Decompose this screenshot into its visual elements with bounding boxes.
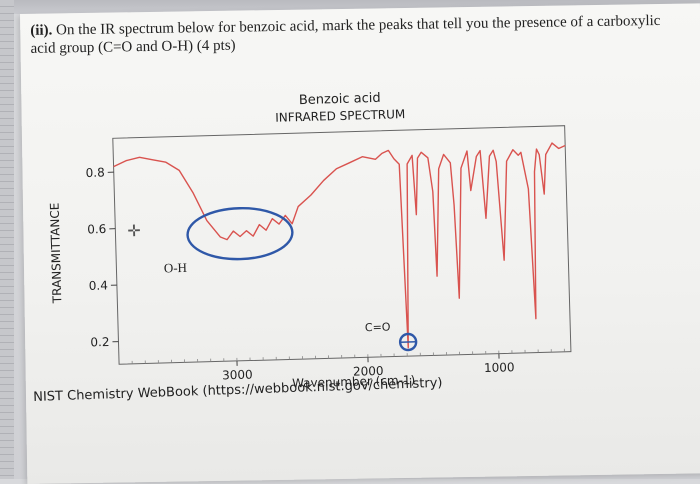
y-tick-label: 0.8: [85, 165, 104, 180]
chart-title: Benzoic acid: [299, 91, 381, 108]
y-axis-label: TRANSMITTANCE: [48, 202, 65, 304]
co-label: C=O: [365, 320, 391, 334]
y-tick-label: 0.4: [89, 278, 108, 293]
oh-label: O-H: [164, 260, 188, 276]
cursor-icon: ✛: [127, 221, 141, 240]
spectrum-line: [113, 143, 570, 356]
y-tick-label: 0.6: [87, 222, 106, 237]
chart-subtitle: INFRARED SPECTRUM: [275, 107, 405, 125]
x-tick-label: 1000: [484, 360, 515, 375]
y-tick-label: 0.2: [90, 335, 109, 350]
oh-peak-circle: [187, 207, 293, 261]
plot-frame: [113, 126, 571, 365]
x-tick-label: 3000: [222, 367, 253, 382]
